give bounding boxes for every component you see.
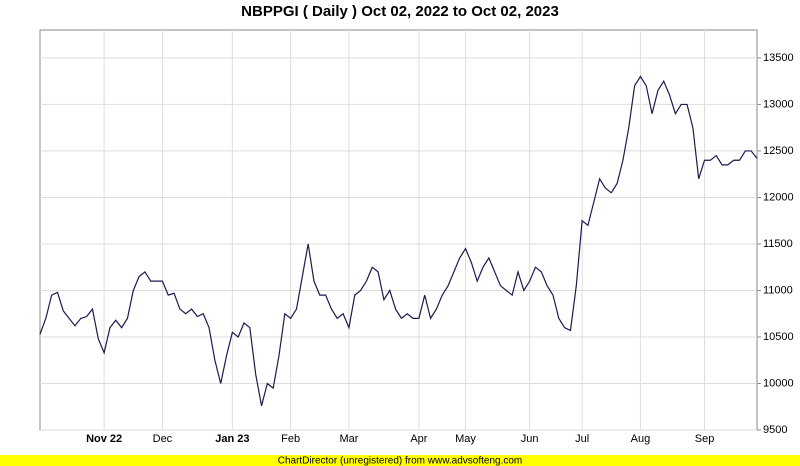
x-tick-label: Aug (631, 433, 651, 445)
y-tick-label: 13000 (763, 98, 794, 110)
x-tick-label: Sep (695, 433, 715, 445)
footer-bar (0, 455, 800, 466)
y-tick-label: 12000 (763, 191, 794, 203)
y-tick-label: 11000 (763, 284, 793, 296)
x-tick-label: Jan 23 (215, 433, 249, 445)
line-series (39, 75, 758, 406)
y-tick-label: 9500 (763, 424, 787, 436)
x-tick-label: Mar (339, 433, 358, 445)
y-tick-label: 10500 (763, 331, 794, 343)
plot-area (39, 29, 758, 431)
y-tick-label: 11500 (763, 238, 793, 250)
x-tick-label: Apr (410, 433, 427, 445)
footer: ChartDirector (unregistered) from www.ad… (278, 456, 523, 466)
y-tick-label: 12500 (763, 145, 794, 157)
x-tick-label: Feb (281, 433, 300, 445)
x-tick-label: Nov 22 (86, 433, 122, 445)
x-tick-label: Dec (153, 433, 173, 445)
y-tick-label: 13500 (763, 52, 794, 64)
x-tick-label: Jun (521, 433, 539, 445)
x-tick-label: May (455, 433, 476, 445)
x-tick-label: Jul (575, 433, 589, 445)
chart-title: NBPPGI ( Daily ) Oct 02, 2022 to Oct 02,… (241, 3, 559, 20)
y-tick-label: 10000 (763, 377, 794, 389)
